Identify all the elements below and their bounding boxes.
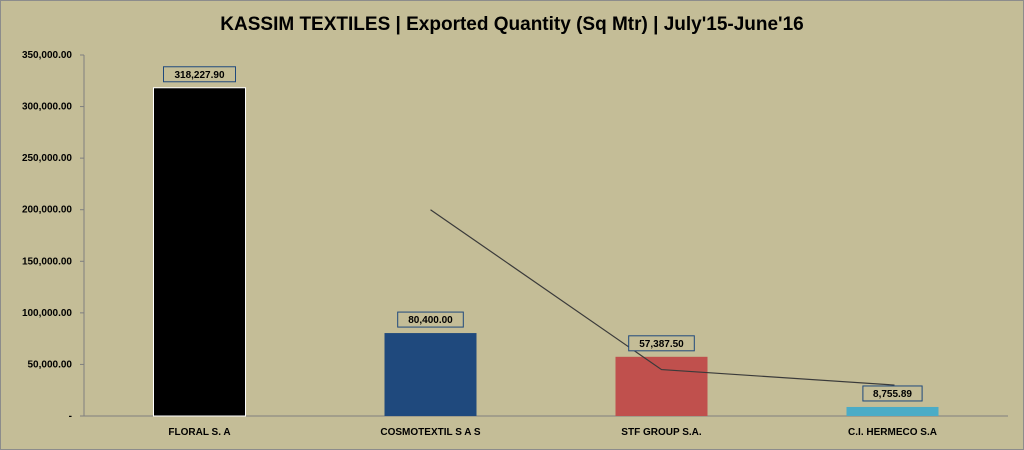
- y-tick-label: 300,000.00: [22, 102, 72, 113]
- bar: [153, 87, 246, 417]
- y-tick-label: 150,000.00: [22, 256, 72, 267]
- data-label-box: [862, 385, 923, 402]
- chart-title: KASSIM TEXTILES | Exported Quantity (Sq …: [220, 14, 804, 35]
- bar: [615, 356, 708, 416]
- data-label-box: [163, 66, 236, 83]
- y-tick-label: 350,000.00: [22, 50, 72, 61]
- trendline: [430, 209, 895, 386]
- x-tick-label: COSMOTEXTIL S A S: [380, 427, 481, 438]
- data-label: 80,400.00: [408, 315, 453, 326]
- bar: [846, 406, 939, 416]
- y-tick-label: 50,000.00: [28, 359, 73, 370]
- y-tick-label: 100,000.00: [22, 308, 72, 319]
- data-label-box: [628, 335, 695, 352]
- data-label-box: [397, 311, 464, 328]
- data-label: 57,387.50: [639, 339, 684, 350]
- x-tick-label: FLORAL S. A: [168, 427, 230, 438]
- bar: [384, 333, 477, 416]
- x-tick-label: STF GROUP S.A.: [621, 427, 702, 438]
- y-tick-label: -: [69, 411, 72, 422]
- y-tick-label: 200,000.00: [22, 205, 72, 216]
- y-tick-label: 250,000.00: [22, 153, 72, 164]
- data-label: 8,755.89: [873, 389, 912, 400]
- x-tick-label: C.I. HERMECO S.A: [848, 427, 937, 438]
- data-label: 318,227.90: [174, 70, 224, 81]
